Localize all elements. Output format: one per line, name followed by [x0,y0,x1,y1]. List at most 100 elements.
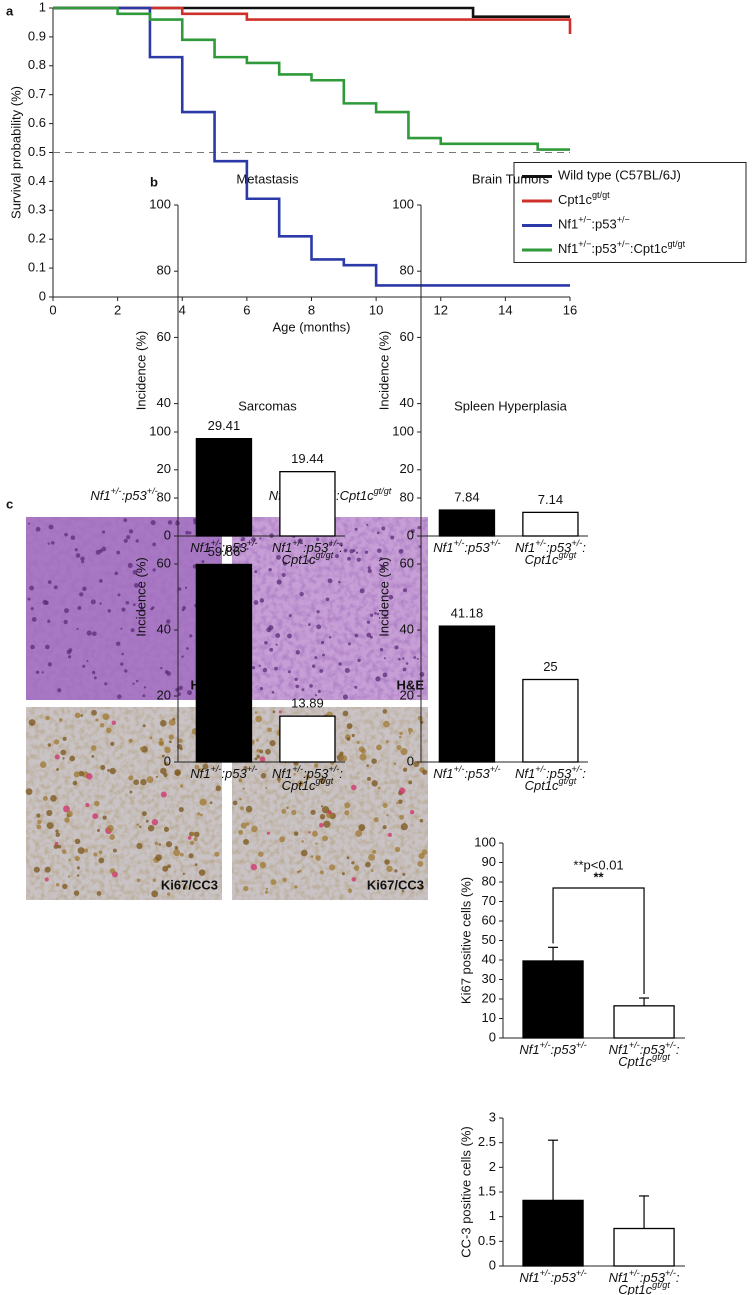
text-segment: gt/gt [316,776,334,786]
cell-nucleus [202,763,209,770]
x-tick-label: 12 [434,302,448,317]
y-tick-label: 0 [39,288,46,303]
cell-nucleus [182,605,187,610]
cell-nucleus [47,619,51,623]
cell-nucleus [66,649,72,655]
cell-nucleus [418,852,425,859]
cell-nucleus [311,664,316,668]
cell-nucleus [243,885,249,892]
cell-nucleus [129,790,133,794]
cell-nucleus [60,749,67,756]
x-tick-label: 8 [308,302,315,317]
cell-nucleus [178,738,183,743]
cell-nucleus [151,818,159,826]
legend-label: Wild type (C57BL/6J) [558,168,681,183]
cell-nucleus [245,805,253,813]
cell-nucleus [136,823,140,826]
text-segment: +/- [292,764,303,774]
cell-nucleus [402,657,405,660]
cell-nucleus [120,662,124,666]
cell-nucleus [82,586,87,591]
cell-nucleus [364,550,369,554]
cell-nucleus [373,817,379,823]
survival-line [53,6,570,287]
y-tick-label: 40 [157,621,171,636]
cell-nucleus [133,583,139,588]
cell-nucleus [297,870,300,873]
cell-nucleus [327,810,332,815]
cell-nucleus [371,758,377,764]
cell-nucleus [372,849,377,854]
cell-nucleus [264,890,269,894]
cell-nucleus [57,688,62,693]
cell-nucleus [76,866,80,870]
cell-nucleus [53,585,58,590]
cell-nucleus [293,772,296,776]
cell-nucleus [64,532,68,537]
cell-nucleus [152,542,157,547]
error-bar [548,946,559,961]
cell-nucleus [47,743,52,747]
text-segment: gt/gt [316,550,334,560]
chart-title: Brain Tumors [472,171,550,186]
cell-nucleus [321,806,330,814]
cell-nucleus [393,762,397,766]
cell-nucleus [179,852,184,857]
cell-nucleus [124,669,128,673]
cell-nucleus [245,822,250,826]
cell-nucleus [125,600,130,605]
cell-nucleus [47,580,52,584]
cell-nucleus [259,861,267,869]
cell-nucleus [281,808,287,814]
cell-nucleus [86,773,93,780]
cell-nucleus [168,719,176,726]
cell-nucleus [265,887,269,891]
y-tick-label: 20 [157,687,171,702]
cell-nucleus [351,733,355,738]
y-tick-label: 2 [489,1159,496,1174]
cell-nucleus [25,788,33,796]
y-tick-label: 1 [489,1208,496,1223]
cell-nucleus [64,608,69,614]
cell-nucleus [74,855,80,862]
text-segment: +/- [247,538,258,548]
cell-nucleus [291,809,297,816]
cell-nucleus [68,655,72,659]
cell-nucleus [341,872,345,876]
cell-nucleus [408,732,411,735]
error-bar [639,1195,650,1229]
cell-nucleus [164,746,171,754]
cell-nucleus [394,846,401,853]
y-tick-label: 0.4 [28,173,46,188]
text-segment: Cpt1c [618,1054,652,1069]
cell-nucleus [340,755,348,762]
text-segment: : [676,1042,680,1057]
cell-nucleus [319,669,324,673]
cell-nucleus [366,620,371,624]
cell-nucleus [338,662,342,666]
cell-nucleus [238,778,243,783]
cell-nucleus [314,656,318,660]
cell-nucleus [96,891,102,896]
cell-nucleus [368,853,376,861]
cell-nucleus [240,539,243,542]
cell-nucleus [96,828,100,832]
cell-nucleus [295,650,300,655]
text-segment: +/- [328,538,339,548]
error-bar [548,1139,559,1201]
cell-nucleus [282,877,287,882]
y-tick-label: 100 [392,423,414,438]
cell-nucleus [408,780,413,785]
cell-nucleus [315,842,318,845]
cell-nucleus [64,817,70,823]
cell-nucleus [33,866,40,873]
cell-nucleus [86,630,92,636]
x-tick-label: Nf1+/-:p53+/-: [609,1040,680,1057]
text-segment: +/- [629,1268,640,1278]
cell-nucleus [317,689,321,693]
cell-nucleus [312,830,318,837]
cell-nucleus [209,801,213,805]
cell-nucleus [259,537,262,540]
text-segment: Nf1 [190,766,210,781]
cell-nucleus [193,831,200,838]
